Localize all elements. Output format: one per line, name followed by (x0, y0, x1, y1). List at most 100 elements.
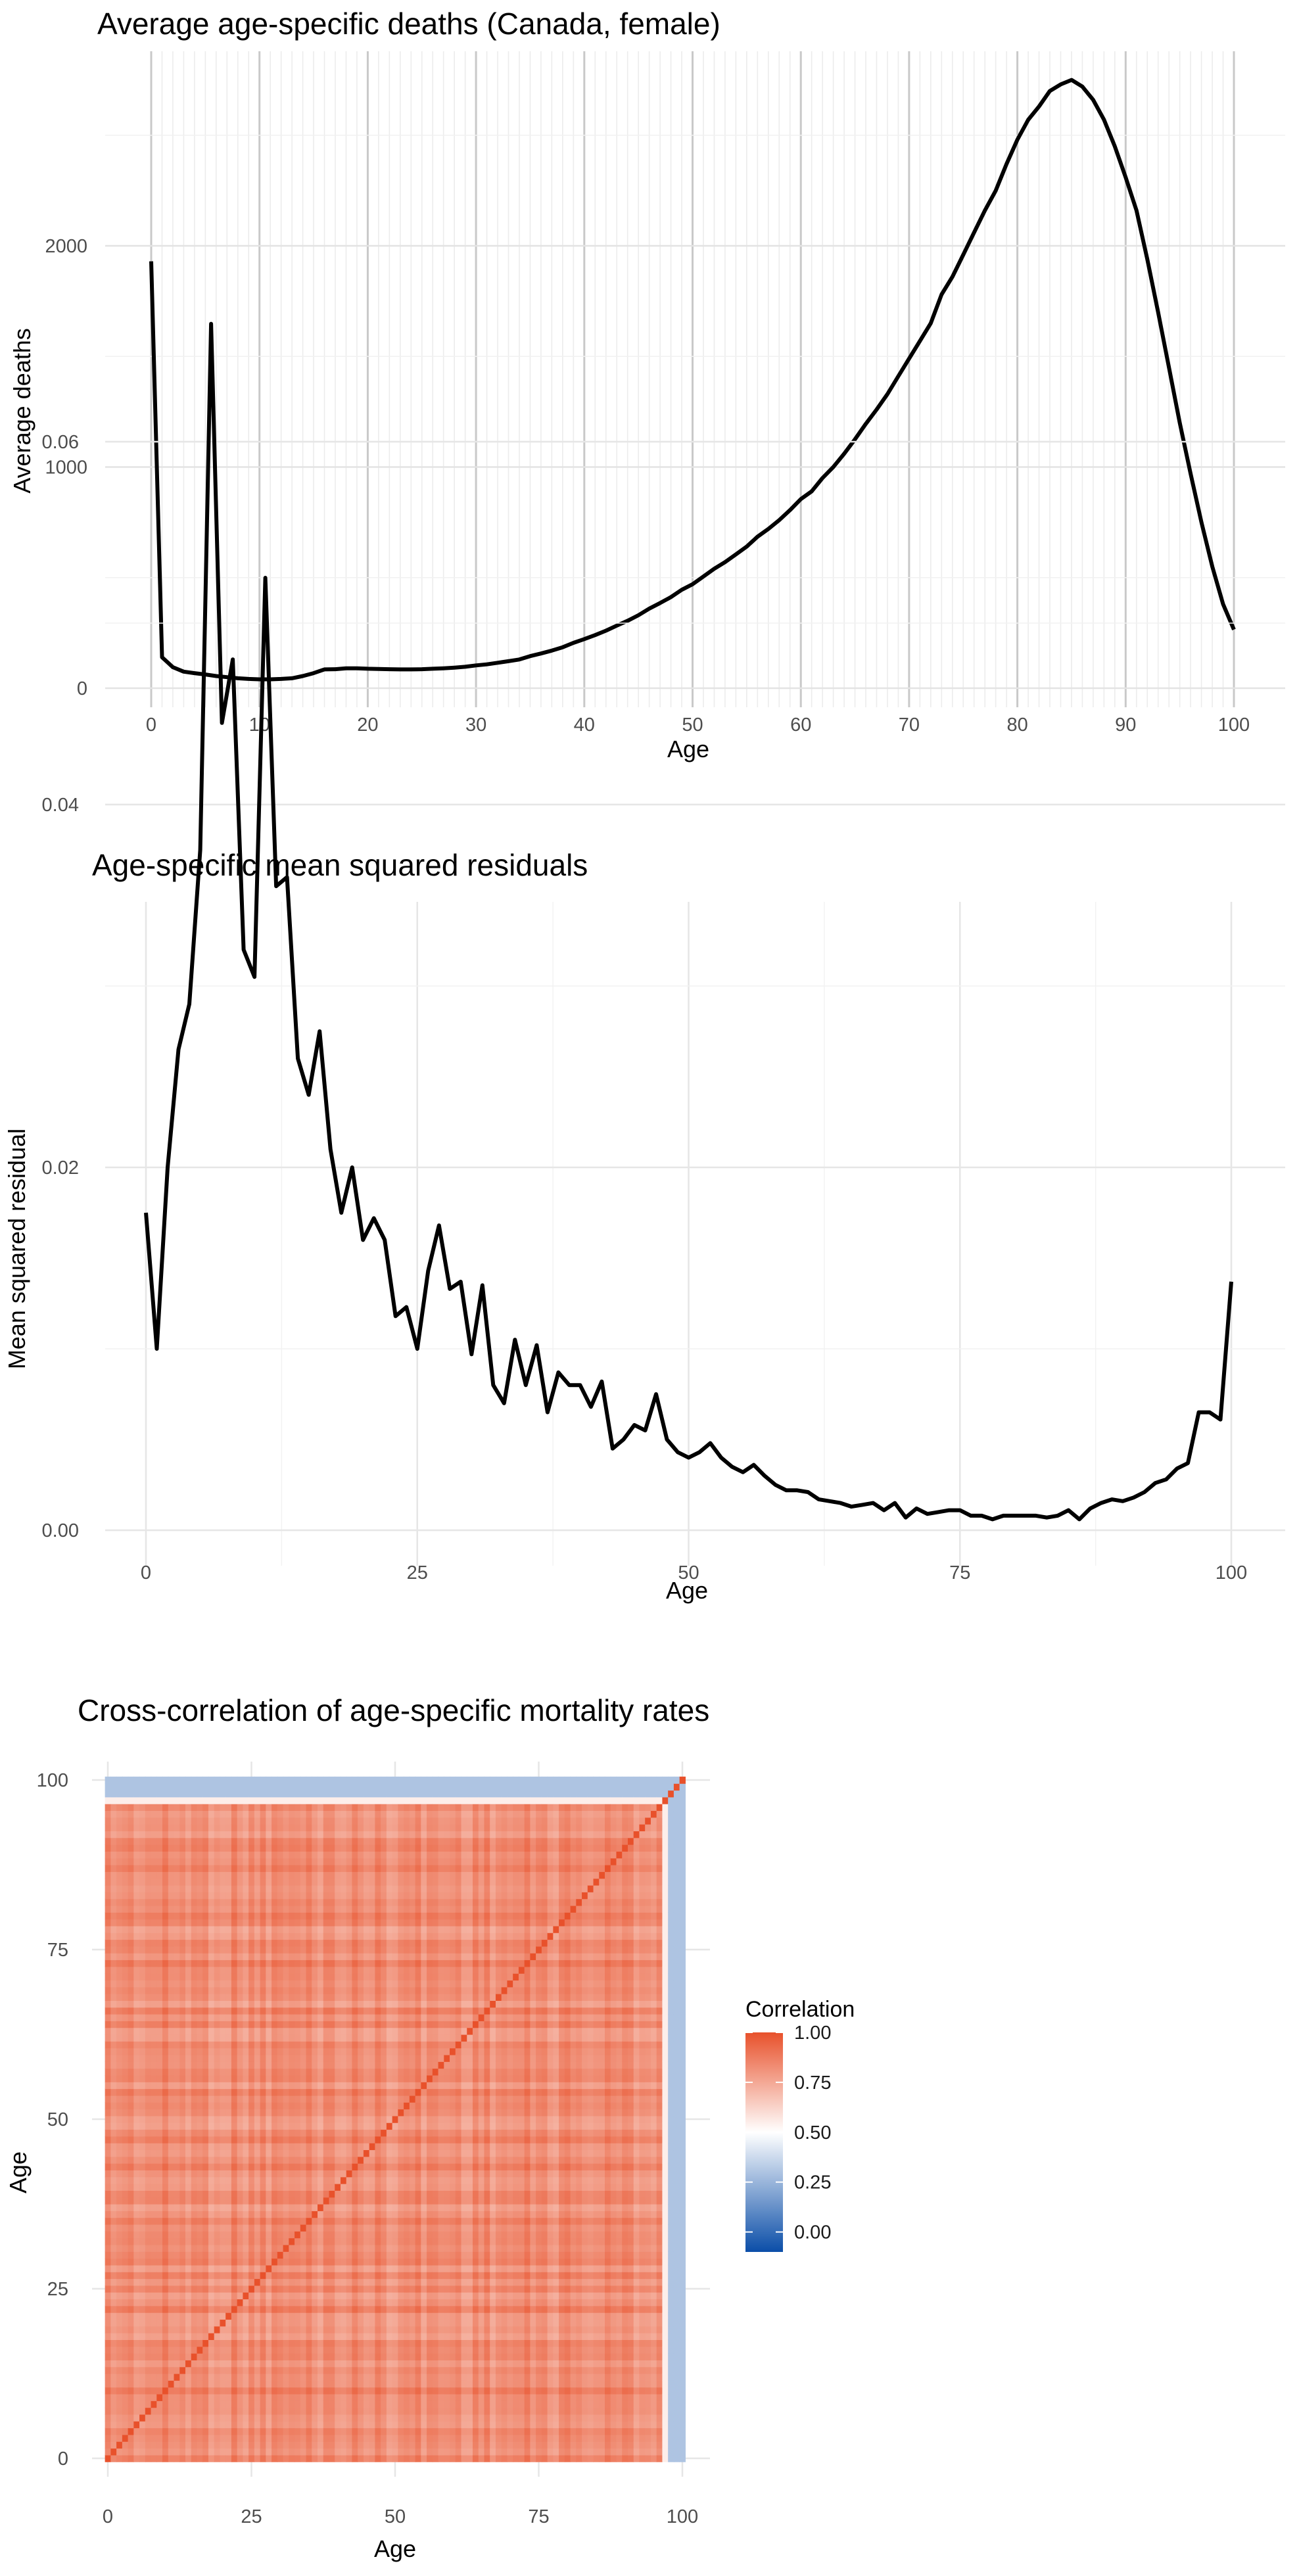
heatmap-cell (318, 2441, 324, 2449)
heatmap-cell (116, 1776, 123, 1784)
heatmap-cell (225, 2115, 232, 2123)
heatmap-cell (220, 2421, 226, 2429)
heatmap-cell (260, 2014, 266, 2021)
heatmap-cell (352, 2353, 358, 2360)
heatmap-cell (323, 2258, 330, 2266)
heatmap-cell (295, 2007, 301, 2015)
heatmap-cell (162, 2272, 169, 2280)
heatmap-cell (202, 2237, 209, 2245)
heatmap-cell (220, 2109, 226, 2117)
heatmap-cell (335, 2441, 341, 2449)
heatmap-cell (151, 2021, 157, 2028)
heatmap-cell (145, 2454, 152, 2462)
heatmap-cell (363, 2264, 370, 2272)
heatmap-cell (254, 2129, 261, 2137)
heatmap-cell (254, 2441, 261, 2449)
heatmap-cell (289, 2102, 295, 2110)
heatmap-cell (179, 2441, 186, 2449)
heatmap-cell (151, 2400, 157, 2408)
heatmap-cell (179, 2136, 186, 2143)
heatmap-cell (185, 2224, 192, 2232)
heatmap-cell (122, 2115, 129, 2123)
heatmap-cell (185, 1898, 192, 1906)
heatmap-cell (174, 2204, 180, 2211)
heatmap-cell (145, 2061, 152, 2069)
heatmap-cell (323, 2061, 330, 2069)
heatmap-cell (128, 1885, 134, 1892)
heatmap-cell (248, 2258, 255, 2266)
heatmap-cell (214, 1959, 221, 1967)
heatmap-cell (254, 2061, 261, 2069)
heatmap-cell (375, 2312, 381, 2320)
heatmap-cell (214, 2000, 221, 2008)
heatmap-cell (151, 1966, 157, 1974)
heatmap-cell (254, 2393, 261, 2401)
heatmap-cell (289, 2088, 295, 2096)
heatmap-cell (363, 1939, 370, 1947)
heatmap-cell (151, 1946, 157, 1954)
heatmap-cell (243, 2237, 249, 2245)
heatmap-cell (225, 2380, 232, 2388)
heatmap-cell (237, 1986, 243, 1994)
heatmap-cell (266, 2400, 272, 2408)
heatmap-cell (248, 1966, 255, 1974)
heatmap-cell (375, 2014, 381, 2021)
heatmap-cell (139, 2102, 146, 2110)
heatmap-cell (151, 2264, 157, 2272)
heatmap-cell (243, 2434, 249, 2442)
heatmap-cell (335, 2333, 341, 2340)
heatmap-cell (237, 1892, 243, 1900)
heatmap-cell (260, 1885, 266, 1892)
heatmap-cell (105, 1776, 111, 1784)
heatmap-cell (312, 2014, 318, 2021)
heatmap-cell (110, 2082, 117, 2090)
heatmap-cell (340, 2068, 347, 2076)
heatmap-cell (225, 2258, 232, 2266)
heatmap-cell (168, 1946, 175, 1954)
heatmap-cell (312, 1837, 318, 1845)
heatmap-cell (145, 2312, 152, 2320)
heatmap-cell (363, 2360, 370, 2368)
heatmap-cell (191, 2237, 198, 2245)
heatmap-cell (243, 2387, 249, 2395)
heatmap-cell (168, 2068, 175, 2076)
heatmap-cell (306, 2448, 312, 2456)
heatmap-cell (277, 1783, 284, 1791)
heatmap-cell (248, 1796, 255, 1804)
heatmap-cell (162, 2231, 169, 2239)
heatmap-cell (369, 2115, 376, 2123)
heatmap-cell (179, 2272, 186, 2280)
heatmap-cell (151, 2366, 157, 2374)
heatmap-cell (352, 1804, 358, 1812)
heatmap-cell (237, 2251, 243, 2259)
heatmap-cell (151, 2122, 157, 2130)
heatmap-cell (243, 2034, 249, 2042)
heatmap-cell (105, 2074, 111, 2082)
heatmap-cell (352, 2088, 358, 2096)
heatmap-cell (248, 2068, 255, 2076)
heatmap-cell (133, 2021, 140, 2028)
heatmap-cell (352, 1783, 358, 1791)
heatmap-cell (260, 2454, 266, 2462)
heatmap-cell (260, 2034, 266, 2042)
heatmap-cell (151, 2374, 157, 2381)
heatmap-cell (105, 1790, 111, 1798)
heatmap-cell (363, 1865, 370, 1872)
heatmap-cell (375, 2272, 381, 2280)
heatmap-cell (272, 2102, 278, 2110)
heatmap-cell (185, 2264, 192, 2272)
heatmap-cell (145, 2184, 152, 2191)
heatmap-cell (346, 1810, 353, 1818)
heatmap-cell (312, 1810, 318, 1818)
heatmap-cell (306, 1994, 312, 2001)
heatmap-cell (128, 2034, 134, 2042)
heatmap-cell (272, 2156, 278, 2164)
heatmap-cell (174, 2224, 180, 2232)
heatmap-cell (128, 2299, 134, 2307)
heatmap-cell (225, 2441, 232, 2449)
heatmap-cell (283, 2237, 289, 2245)
heatmap-cell (128, 2319, 134, 2327)
heatmap-cell (133, 1796, 140, 1804)
heatmap-cell (306, 1932, 312, 1940)
heatmap-cell (340, 2326, 347, 2333)
